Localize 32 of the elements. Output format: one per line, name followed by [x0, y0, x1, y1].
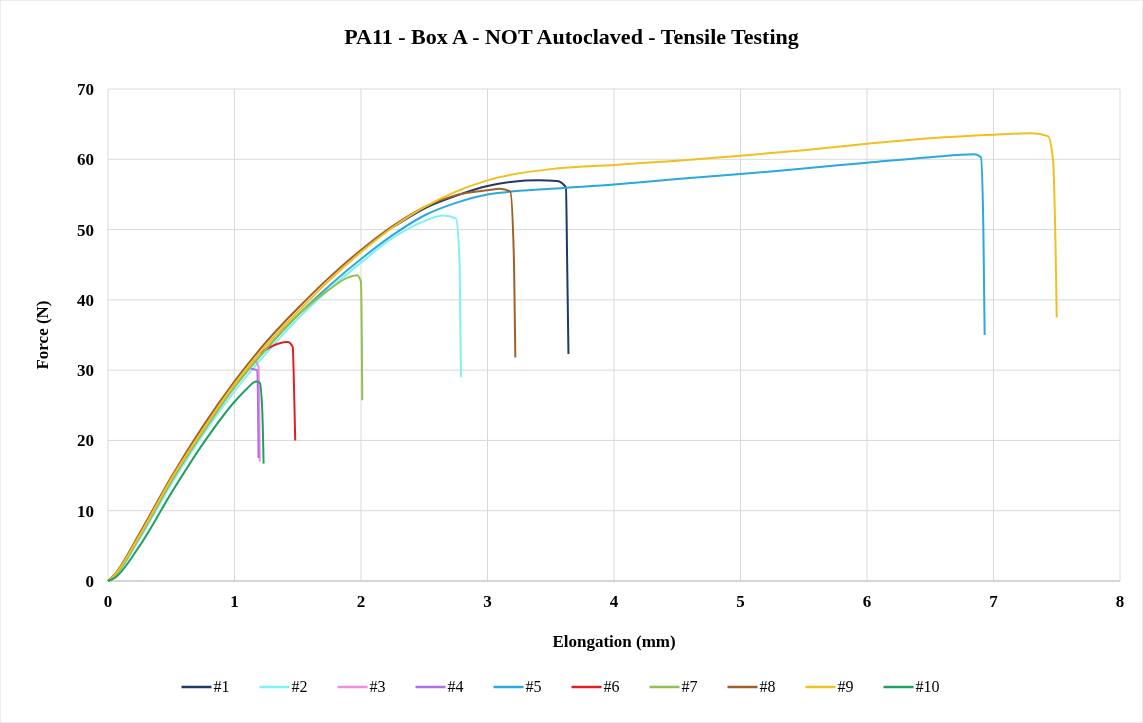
- y-tick-label: 10: [77, 501, 94, 521]
- y-tick-label: 70: [77, 80, 94, 99]
- x-tick-label: 8: [1115, 592, 1125, 611]
- y-tick-label: 50: [77, 220, 94, 240]
- legend-label: #10: [915, 678, 940, 695]
- chart-title: PA11 - Box A - NOT Autoclaved - Tensile Testing: [344, 24, 799, 49]
- y-tick-label: 30: [77, 361, 94, 381]
- line-series: [258, 341, 297, 442]
- legend-label: #7: [681, 678, 698, 695]
- legend-label: #8: [759, 678, 776, 695]
- legend-label: #4: [447, 678, 464, 695]
- x-tick-label: 6: [862, 592, 872, 611]
- x-tick-label: 7: [989, 592, 999, 611]
- y-tick-label: 0: [85, 572, 94, 591]
- legend-label: #2: [291, 678, 308, 695]
- x-tick-label: 1: [230, 592, 239, 611]
- y-tick-label: 20: [77, 431, 94, 451]
- y-tick-label: 40: [77, 290, 94, 310]
- x-tick-label: 5: [736, 592, 745, 611]
- y-axis-title: Force (N): [33, 300, 52, 370]
- legend-label: #9: [837, 678, 854, 695]
- x-tick-label: 2: [356, 592, 366, 611]
- x-tick-label: 4: [609, 592, 619, 611]
- x-tick-label: 3: [483, 592, 492, 611]
- legend-label: #3: [369, 678, 386, 695]
- legend-label: #5: [525, 678, 542, 695]
- line-series: [107, 380, 265, 582]
- x-axis-title: Elongation (mm): [552, 632, 676, 651]
- x-tick-label: 0: [103, 592, 113, 611]
- legend-label: #6: [603, 678, 620, 695]
- legend-label: #1: [213, 678, 230, 695]
- y-tick-label: 60: [77, 150, 94, 170]
